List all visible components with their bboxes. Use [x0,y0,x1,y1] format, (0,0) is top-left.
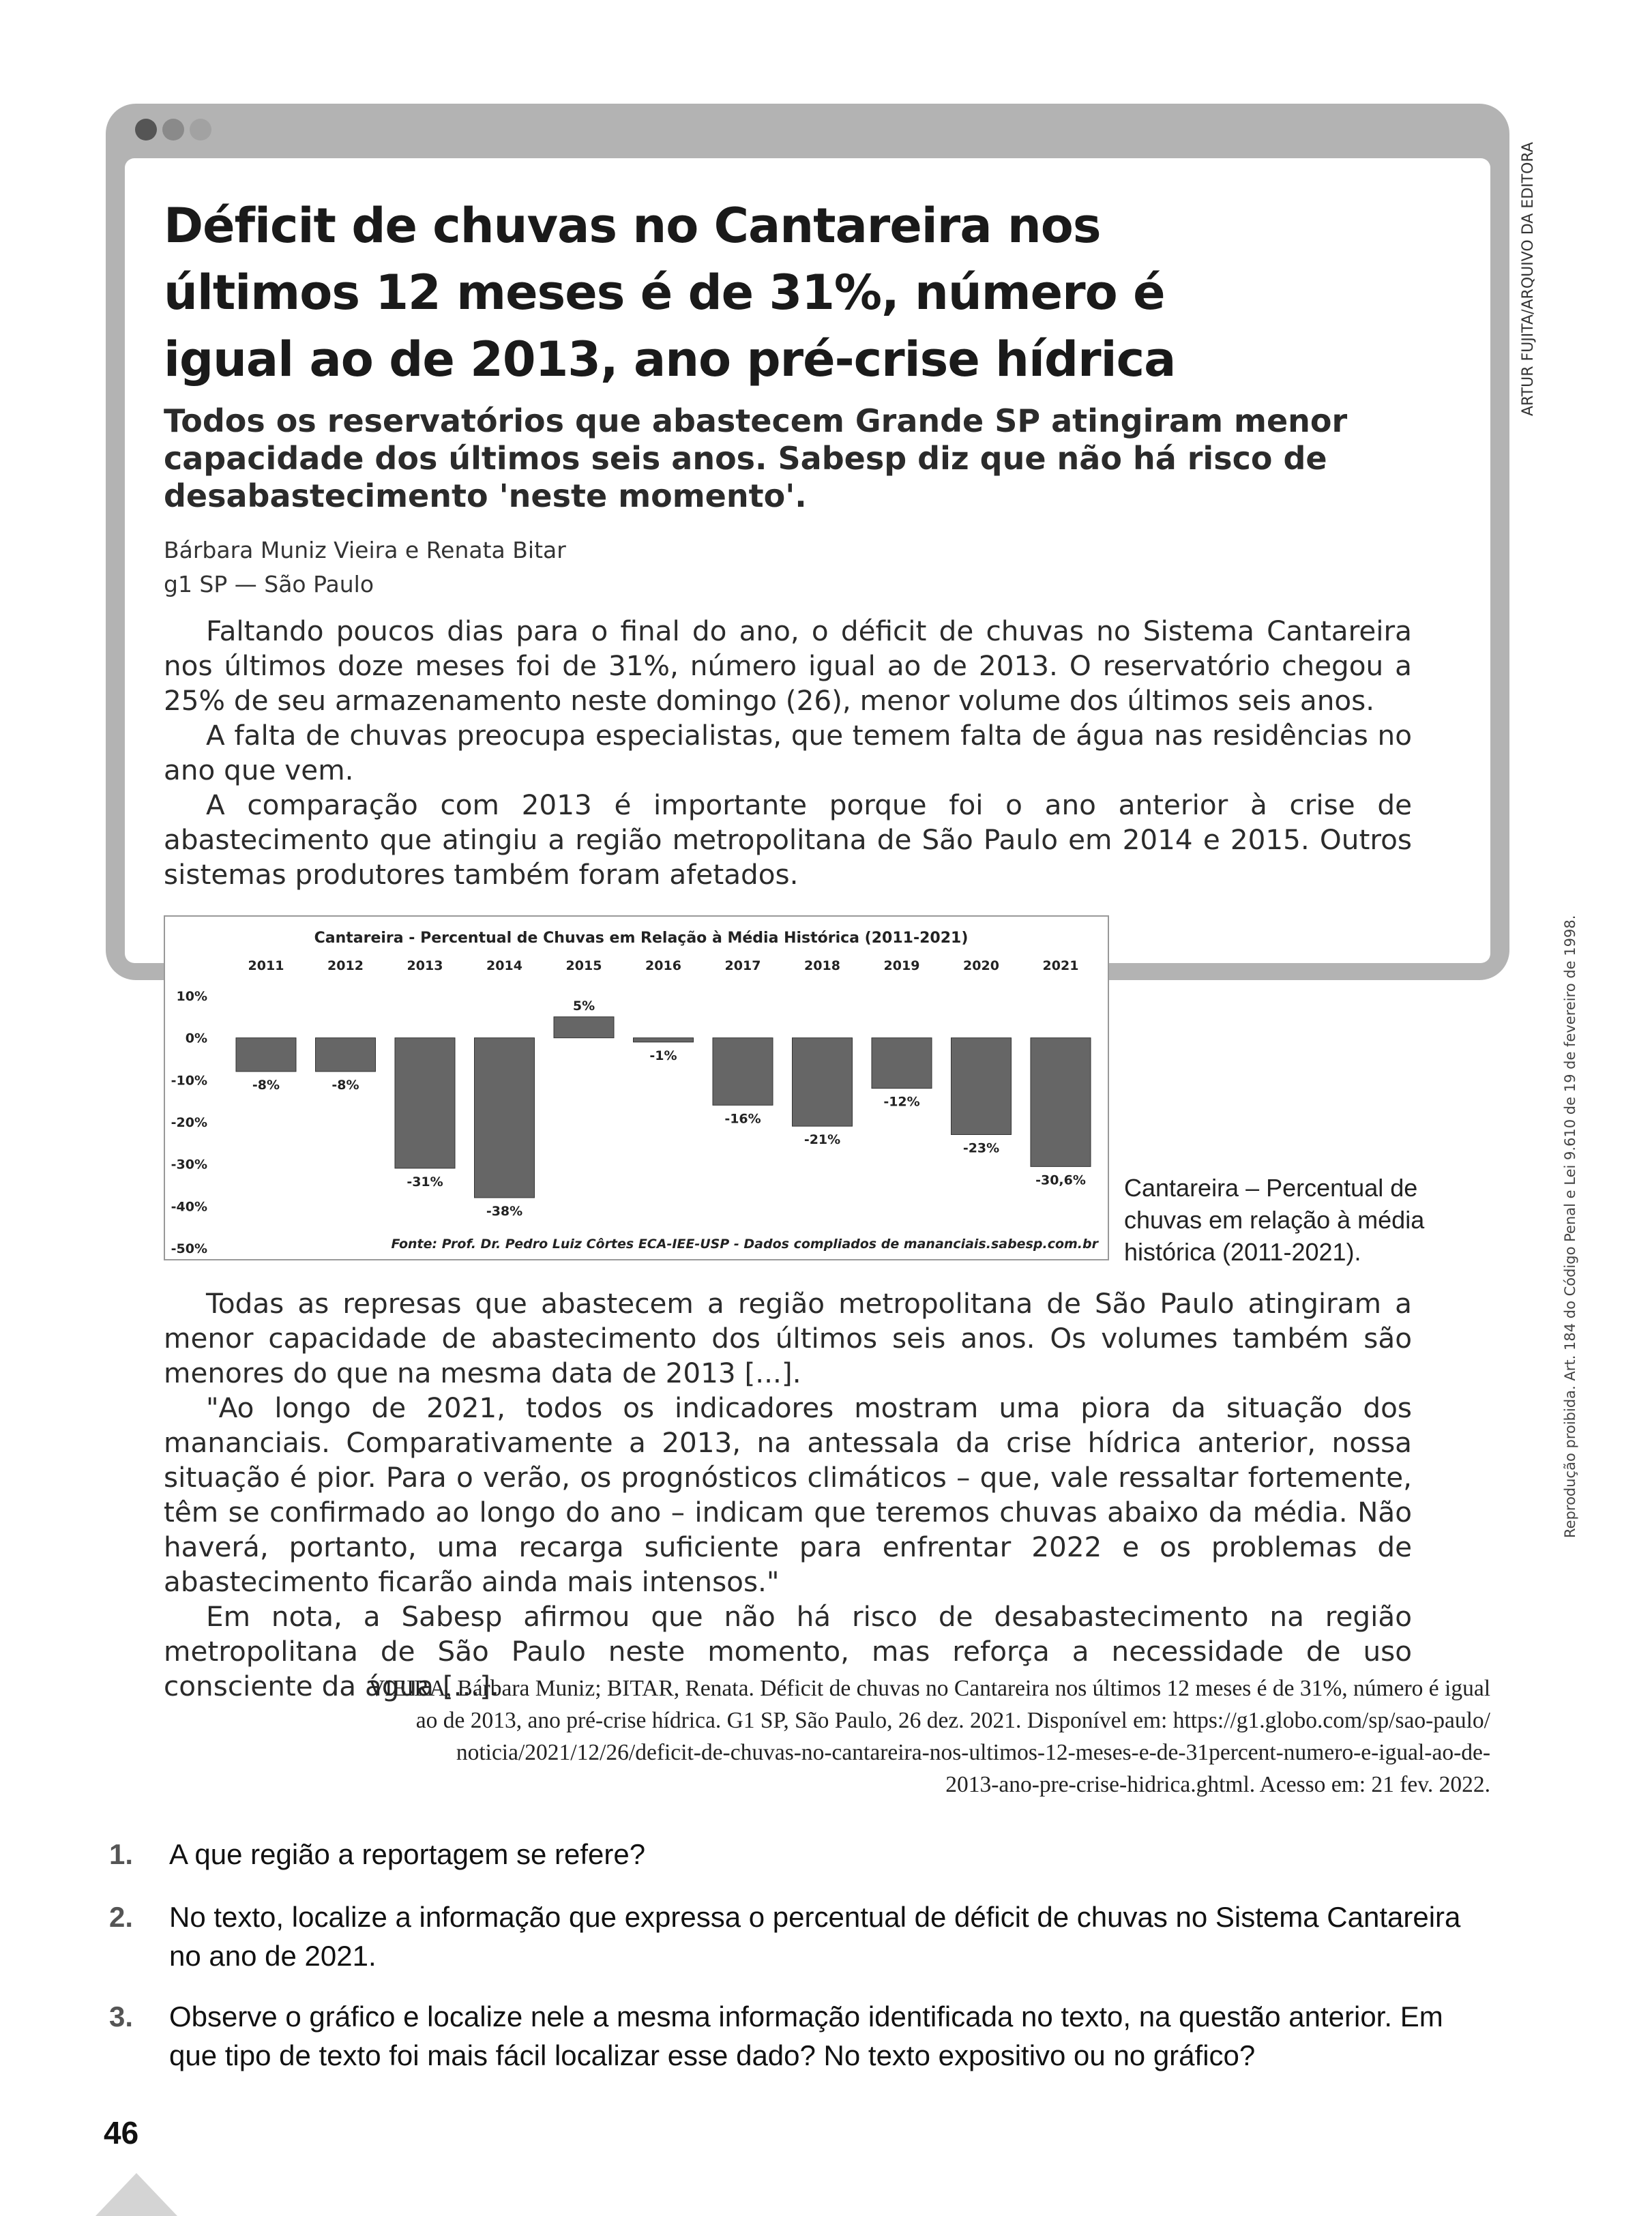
question-text: A que região a reportagem se refere? [169,1838,646,1870]
chart-value-label: -23% [963,1141,999,1156]
article-subhead: Todos os reservatórios que abastecem Gra… [164,402,1391,515]
chart-value-label: 5% [573,999,595,1014]
page-number: 46 [104,2115,139,2151]
window-dot-2 [162,119,184,141]
headline-line: últimos 12 meses é de 31%, número é [164,265,1166,321]
headline-line: Déficit de chuvas no Cantareira nos [164,198,1102,254]
subhead-line: capacidade dos últimos seis anos. Sabesp… [164,440,1327,477]
citation: VIEIRA, Bárbara Muniz; BITAR, Renata. Dé… [164,1672,1490,1801]
paragraph: A comparação com 2013 é importante porqu… [164,788,1412,891]
chart-xtick-label: 2011 [248,958,284,973]
citation-line: noticia/2021/12/26/deficit-de-chuvas-no-… [456,1740,1490,1765]
question-number: 1. [109,1838,134,1870]
chart-bar [712,1037,773,1106]
window-dot-1 [135,119,157,141]
paragraph: Em nota, a Sabesp afirmou que não há ris… [164,1600,1412,1702]
chart-title: Cantareira - Percentual de Chuvas em Rel… [314,930,969,947]
paragraph: A falta de chuvas preocupa especialistas… [164,719,1412,786]
chart-ytick-label: -50% [171,1241,207,1256]
article-headline: Déficit de chuvas no Cantareira nos últi… [164,192,1323,393]
chart-value-label: -1% [649,1048,677,1063]
question-text: Observe o gráfico e localize nele a mesm… [169,2000,1443,2071]
citation-line: VIEIRA, Bárbara Muniz; BITAR, Renata. Dé… [368,1676,1490,1701]
chart-xtick-label: 2021 [1043,958,1079,973]
chart-bar [315,1037,376,1072]
byline: Bárbara Muniz Vieira e Renata Bitar g1 S… [164,533,566,602]
chart-bar [553,1016,615,1039]
chart-value-label: -8% [252,1078,280,1093]
headline-line: igual ao de 2013, ano pré-crise hídrica [164,331,1176,387]
chart-xtick-label: 2019 [884,958,920,973]
question-text: No texto, localize a informação que expr… [169,1901,1461,1972]
author-names: Bárbara Muniz Vieira e Renata Bitar [164,537,566,563]
chart-xtick-label: 2012 [327,958,364,973]
chart-ytick-label: -10% [171,1073,207,1088]
subhead-line: Todos os reservatórios que abastecem Gra… [164,402,1348,439]
paragraph: "Ao longo de 2021, todos os indicadores … [164,1391,1412,1598]
chart-xtick-label: 2015 [566,958,602,973]
article-body-top: Faltando poucos dias para o final do ano… [164,614,1412,892]
chart-bar [792,1037,853,1127]
window-dot-3 [190,119,211,141]
chart-ytick-label: 10% [177,989,207,1004]
chart-bar [951,1037,1012,1135]
page-corner-decoration [95,2173,177,2216]
chart-value-label: -21% [804,1132,840,1147]
outlet-name: g1 SP — São Paulo [164,571,374,597]
chart-ytick-label: 0% [186,1031,207,1046]
question-number: 2. [109,1901,134,1933]
chart-ytick-label: -30% [171,1157,207,1172]
paragraph: Faltando poucos dias para o final do ano… [164,615,1412,717]
legal-notice-text: Reprodução proibida. Art. 184 do Código … [1562,915,1578,1538]
chart-ytick-label: -40% [171,1199,207,1214]
chart-value-label: -31% [407,1175,443,1190]
chart-xtick-label: 2020 [963,958,999,973]
chart-value-label: -8% [331,1078,359,1093]
paragraph: Todas as represas que abastecem a região… [164,1287,1412,1389]
image-credit: ARTUR FUJITA/ARQUIVO DA EDITORA [1520,130,1547,416]
chart-xtick-label: 2013 [407,958,443,973]
chart-xtick-label: 2014 [486,958,522,973]
chart-value-label: -30,6% [1035,1172,1086,1187]
chart-svg: Cantareira - Percentual de Chuvas em Rel… [164,915,1109,1260]
article-panel [125,158,1490,963]
chart-xtick-label: 2016 [645,958,681,973]
rainfall-chart: Cantareira - Percentual de Chuvas em Rel… [164,915,1109,1260]
citation-line: 2013-ano-pre-crise-hidrica.ghtml. Acesso… [945,1772,1490,1797]
chart-value-label: -12% [883,1095,919,1110]
chart-bar [633,1037,694,1043]
chart-source: Fonte: Prof. Dr. Pedro Luiz Côrtes ECA-I… [391,1237,1099,1252]
chart-bar [1030,1037,1091,1167]
legal-notice: Reprodução proibida. Art. 184 do Código … [1562,842,1589,1538]
chart-value-label: -16% [724,1111,761,1126]
chart-xtick-label: 2017 [725,958,761,973]
chart-bar [871,1037,932,1089]
chart-ytick-label: -20% [171,1115,207,1130]
chart-bar [474,1037,535,1198]
question-number: 3. [109,2000,134,2033]
chart-value-label: -38% [486,1204,522,1219]
subhead-line: desabastecimento 'neste momento'. [164,477,807,514]
image-credit-text: ARTUR FUJITA/ARQUIVO DA EDITORA [1520,142,1537,416]
chart-bar [394,1037,456,1169]
citation-line: ao de 2013, ano pré-crise hídrica. G1 SP… [415,1708,1490,1733]
article-body-bottom: Todas as represas que abastecem a região… [164,1286,1412,1704]
chart-xtick-label: 2018 [804,958,840,973]
chart-bar [235,1037,297,1072]
chart-caption: Cantareira – Percentual de chuvas em rel… [1124,1174,1425,1266]
